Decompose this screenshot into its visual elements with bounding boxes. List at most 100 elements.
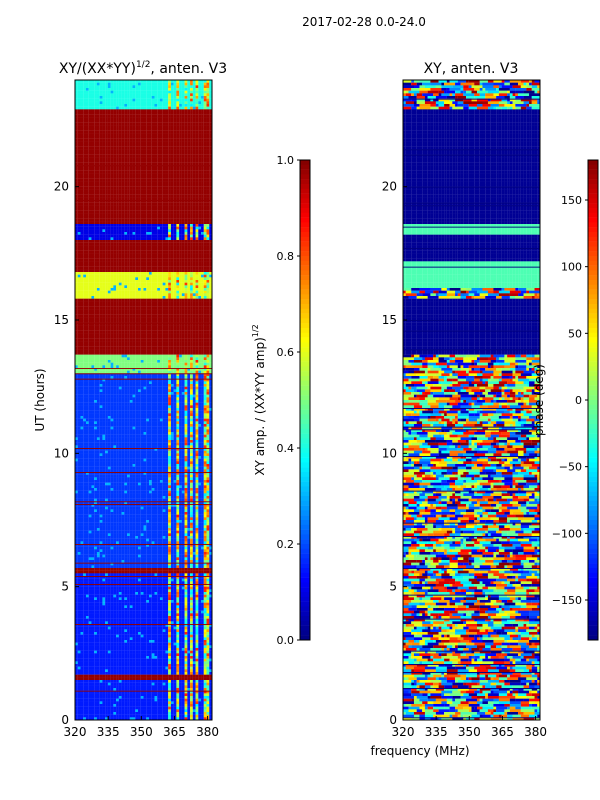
amp-heatmap-cell: [159, 237, 163, 241]
amp-heatmap-cell: [159, 312, 163, 315]
amp-heatmap-cell: [85, 157, 89, 161]
amp-heatmap-cell: [157, 202, 161, 206]
amp-heatmap-cell: [116, 325, 119, 329]
amp-heatmap-cell: [85, 104, 89, 107]
amp-heatmap-cell: [107, 312, 111, 315]
amp-heatmap-cell: [170, 221, 174, 225]
amp-heatmap-cell: [135, 181, 139, 185]
amp-heatmap-cell: [83, 192, 87, 195]
amp-heatmap-cell: [83, 186, 87, 190]
amp-heatmap-cell: [132, 194, 136, 198]
amp-heatmap-cell: [179, 333, 182, 337]
amp-heatmap-cell: [83, 114, 87, 118]
amp-heatmap-cell: [192, 304, 196, 307]
amp-heatmap-cell: [168, 266, 171, 270]
amp-heatmap-cell: [124, 328, 128, 331]
amp-heatmap-cell: [190, 130, 193, 134]
amp-heatmap-cell: [96, 282, 100, 286]
amp-heatmap-cell: [94, 178, 97, 182]
amp-heatmap-cell: [91, 186, 95, 190]
amp-heatmap-cell: [179, 338, 182, 342]
amp-heatmap-cell: [176, 141, 180, 145]
amp-heatmap-cell: [184, 245, 188, 249]
amp-heatmap-cell: [107, 93, 111, 97]
amp-heatmap-cell: [209, 277, 212, 281]
amp-heatmap-cell: [181, 258, 185, 262]
amp-heatmap-cell: [75, 93, 78, 97]
amp-heatmap-cell: [190, 320, 193, 323]
amp-heatmap-cell: [168, 101, 171, 105]
amp-heatmap-cell: [80, 282, 84, 286]
amp-heatmap-cell: [184, 282, 188, 286]
amp-heatmap-cell: [143, 96, 147, 99]
amp-heatmap-cell: [206, 133, 210, 137]
amp-heatmap-cell: [135, 120, 139, 123]
amp-heatmap-cell: [157, 242, 161, 246]
amp-heatmap-cell: [198, 93, 202, 97]
amp-heatmap-cell: [132, 208, 136, 211]
amp-heatmap-cell: [129, 261, 133, 265]
amp-heatmap-cell: [181, 322, 185, 326]
amp-heatmap-cell: [113, 184, 117, 187]
amp-heatmap-cell: [179, 88, 182, 91]
amp-heatmap-cell: [201, 224, 204, 227]
amp-heatmap-cell: [94, 205, 97, 209]
amp-heatmap-cell: [206, 333, 210, 337]
amp-heatmap-cell: [107, 226, 111, 230]
amp-heatmap-cell: [201, 138, 204, 142]
amp-heatmap-cell: [116, 138, 119, 142]
amp-heatmap-cell: [173, 202, 177, 206]
amp-heatmap-cell: [146, 338, 150, 342]
amp-title-main: XY/(XX*YY): [59, 61, 136, 77]
amp-heatmap-cell: [173, 322, 177, 326]
amp-heatmap-cell: [140, 82, 144, 86]
amp-heatmap-cell: [187, 290, 191, 294]
amp-heatmap-cell: [143, 288, 147, 291]
amp-heatmap-cell: [88, 186, 92, 190]
amp-heatmap-cell: [157, 133, 161, 137]
amp-heatmap-cell: [77, 162, 81, 166]
amp-heatmap-cell: [127, 106, 130, 110]
amp-heatmap-cell: [162, 250, 166, 254]
amp-heatmap-cell: [206, 114, 210, 118]
amp-heatmap-cell: [138, 128, 141, 131]
amp-heatmap-cell: [138, 186, 141, 190]
amp-heatmap-cell: [96, 304, 100, 307]
amp-heatmap-cell: [77, 210, 81, 214]
amp-heatmap-cell: [159, 138, 163, 142]
amp-heatmap-cell: [195, 176, 199, 179]
amp-heatmap-cell: [118, 280, 122, 283]
amp-heatmap-cell: [118, 162, 122, 166]
amp-heatmap-cell: [116, 133, 119, 137]
amp-heatmap-cell: [85, 226, 89, 230]
amp-heatmap-cell: [77, 314, 81, 318]
amp-heatmap-row: [75, 122, 212, 126]
amp-heatmap-cell: [140, 85, 144, 89]
amp-heatmap-cell: [129, 301, 133, 305]
amp-heatmap-cell: [102, 296, 106, 299]
amp-heatmap-cell: [96, 93, 100, 97]
amp-heatmap-cell: [94, 149, 97, 153]
amp-heatmap-row: [75, 293, 212, 297]
amp-heatmap-cell: [132, 210, 136, 214]
amp-heatmap-cell: [80, 136, 84, 139]
amp-heatmap-cell: [75, 288, 78, 291]
amp-heatmap-row: [75, 93, 212, 97]
amp-heatmap-cell: [173, 320, 177, 323]
amp-heatmap-cell: [151, 106, 155, 110]
amp-heatmap-cell: [140, 264, 144, 267]
amp-heatmap-cell: [162, 109, 166, 113]
amp-heatmap-cell: [138, 282, 141, 286]
amp-heatmap-cell: [195, 213, 199, 217]
amp-heatmap-cell: [138, 210, 141, 214]
amp-heatmap-cell: [179, 309, 182, 313]
amp-heatmap-cell: [99, 146, 103, 150]
amp-heatmap-cell: [201, 82, 204, 86]
amp-heatmap-cell: [140, 253, 144, 257]
amp-heatmap-cell: [176, 274, 180, 278]
amp-heatmap-cell: [96, 202, 100, 206]
amp-heatmap-cell: [118, 109, 122, 113]
amp-heatmap-cell: [151, 149, 155, 153]
amp-heatmap-cell: [165, 154, 169, 158]
amp-heatmap-cell: [127, 162, 130, 166]
